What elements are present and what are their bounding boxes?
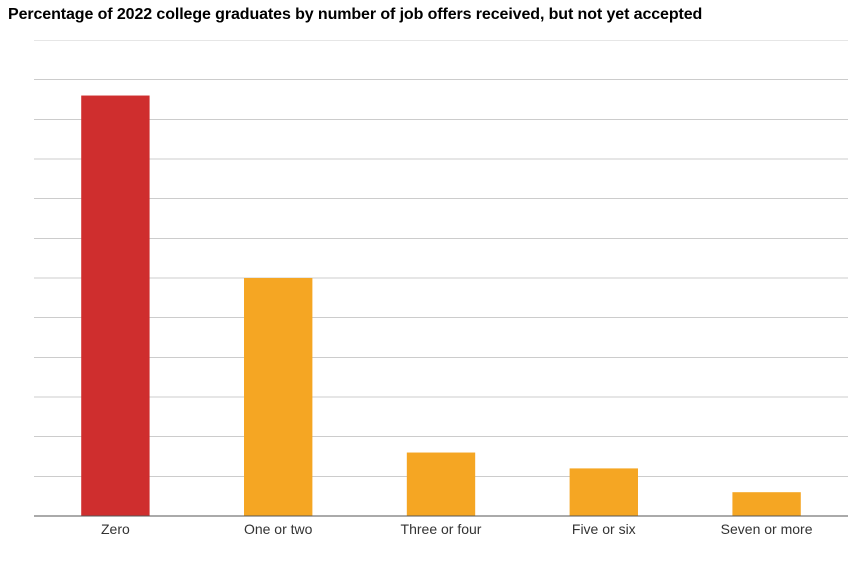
x-tick-label: Three or four xyxy=(401,521,482,537)
gridlines xyxy=(34,40,848,476)
bar-chart: 051015202530354045505560% ZeroOne or two… xyxy=(28,40,848,540)
chart-container: Percentage of 2022 college graduates by … xyxy=(0,0,856,569)
bar xyxy=(407,453,475,516)
bar xyxy=(732,492,800,516)
x-tick-label: Five or six xyxy=(572,521,636,537)
chart-title: Percentage of 2022 college graduates by … xyxy=(8,6,702,24)
x-tick-label: Seven or more xyxy=(721,521,813,537)
bar xyxy=(81,96,149,516)
bar xyxy=(244,278,312,516)
bar xyxy=(570,468,638,516)
x-axis-labels: Zero One or two Three or four Five or six Se… xyxy=(101,521,813,537)
x-tick-label: Zero xyxy=(101,521,130,537)
x-tick-label: One or two xyxy=(244,521,313,537)
